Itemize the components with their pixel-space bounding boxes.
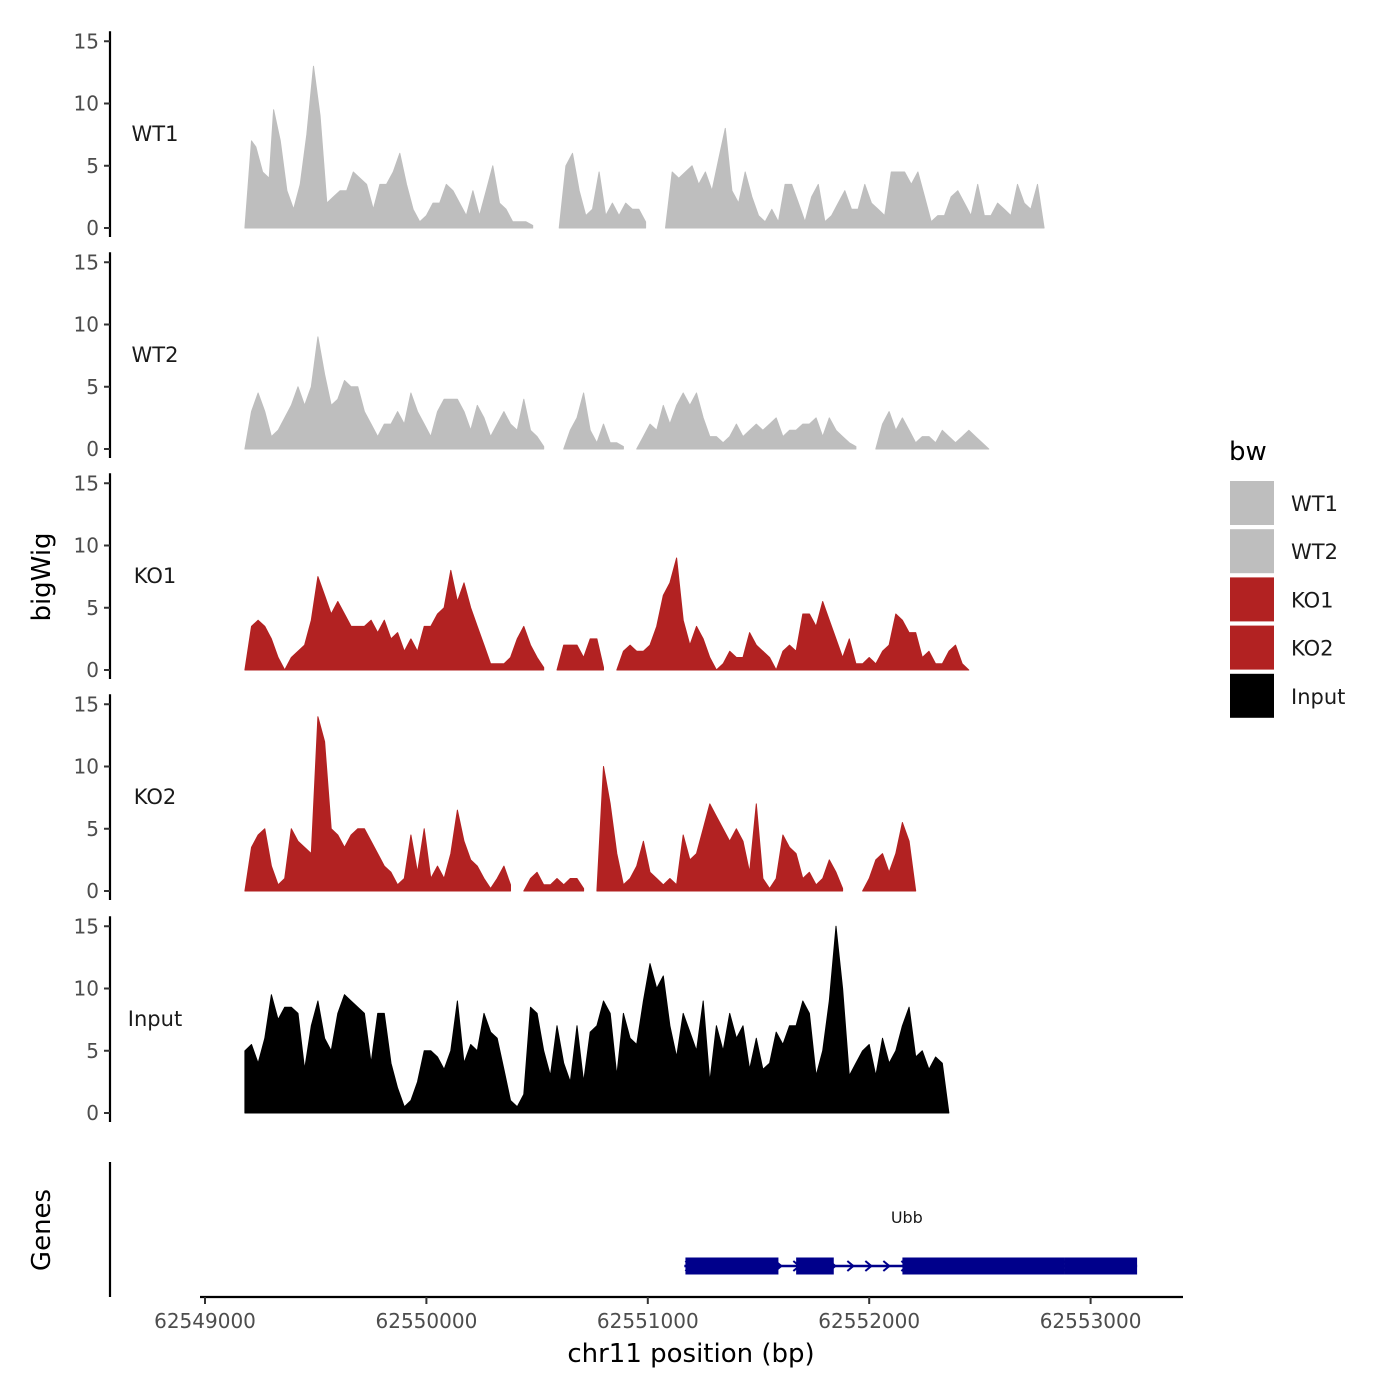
legend-label: KO1 (1291, 588, 1334, 612)
strand-arrow (864, 1260, 873, 1272)
legend-item-ko2: KO2 (1228, 623, 1334, 672)
coverage-area (244, 716, 511, 892)
gene-label: Ubb (891, 1208, 923, 1227)
coverage-area (862, 822, 917, 892)
legend-key (1228, 479, 1276, 527)
x-tick-label: 62553000 (1040, 1309, 1142, 1333)
strand-arrow (882, 1260, 891, 1272)
y-tick-label: 5 (86, 596, 99, 620)
genes-panel: Genes Ubb (27, 1162, 1138, 1297)
coverage-area (244, 336, 545, 450)
legend-title: bw (1229, 437, 1267, 467)
y-tick-label: 0 (86, 216, 99, 240)
track-label: WT1 (132, 122, 179, 146)
gene-exon (1064, 1257, 1138, 1275)
coverage-area (616, 557, 970, 671)
y-tick-label: 0 (86, 879, 99, 903)
coverage-area (665, 127, 1045, 229)
y-tick-label: 15 (74, 250, 99, 274)
x-tick-label: 62552000 (818, 1309, 920, 1333)
legend-key (1228, 623, 1276, 672)
y-tick-label: 10 (74, 313, 99, 337)
genes-axis-title: Genes (27, 1189, 57, 1271)
gene-exon (796, 1257, 834, 1275)
x-tick-label: 62551000 (597, 1309, 699, 1333)
coverage-area (556, 638, 604, 671)
y-tick-label: 5 (86, 375, 99, 399)
track-input: 0 5 10 15 Input (74, 914, 950, 1125)
legend-item-wt2: WT2 (1228, 527, 1338, 576)
y-tick-label: 5 (86, 1039, 99, 1063)
y-tick-label: 0 (86, 658, 99, 682)
coverage-area (244, 569, 545, 671)
track-label: KO1 (134, 564, 177, 588)
gene-ubb: Ubb (684, 1208, 1138, 1275)
y-tick-label: 15 (74, 29, 99, 53)
legend-label: WT1 (1291, 492, 1338, 516)
strand-arrow (846, 1260, 855, 1272)
track-wt1: 0 5 10 15 WT1 (74, 29, 1045, 240)
x-axis: chr11 position (bp) 62549000 62550000 6255… (154, 1295, 1183, 1369)
y-tick-label: 10 (74, 92, 99, 116)
y-tick-label: 10 (74, 534, 99, 558)
legend-key (1228, 575, 1276, 624)
coverage-area (244, 925, 950, 1114)
coverage-area (636, 392, 857, 450)
coverage-area (596, 766, 844, 892)
y-tick-label: 15 (74, 692, 99, 716)
x-axis-title: chr11 position (bp) (567, 1339, 814, 1369)
y-axis-title: bigWig (27, 532, 57, 621)
y-tick-label: 5 (86, 817, 99, 841)
track-ko2: 0 5 10 15 KO2 (74, 692, 917, 903)
legend: bw WT1 WT2 KO1 KO2 Input (1228, 437, 1345, 720)
y-tick-label: 15 (74, 914, 99, 938)
y-tick-label: 15 (74, 471, 99, 495)
coverage-area (523, 871, 585, 892)
y-tick-label: 0 (86, 437, 99, 461)
x-tick-label: 62549000 (154, 1309, 256, 1333)
legend-label: KO2 (1291, 637, 1334, 661)
coverage-area (563, 392, 624, 450)
x-tick-label: 62550000 (376, 1309, 478, 1333)
track-wt2: 0 5 10 15 WT2 (74, 250, 990, 461)
legend-label: Input (1291, 685, 1345, 709)
coverage-area (875, 411, 990, 450)
legend-item-ko1: KO1 (1228, 575, 1334, 624)
legend-item-input: Input (1228, 671, 1345, 720)
y-tick-label: 0 (86, 1101, 99, 1125)
coverage-area (558, 152, 647, 229)
y-tick-label: 5 (86, 154, 99, 178)
legend-key (1228, 527, 1276, 576)
track-ko1: 0 5 10 15 KO1 (74, 471, 970, 682)
gene-exon (685, 1257, 779, 1275)
track-label: WT2 (132, 343, 179, 367)
coverage-area (244, 65, 534, 229)
legend-label: WT2 (1291, 540, 1338, 564)
legend-item-wt1: WT1 (1228, 479, 1338, 527)
track-label: KO2 (134, 785, 177, 809)
legend-key (1228, 671, 1276, 720)
gene-exon (902, 1257, 1065, 1275)
tracks-layer: 0 5 10 15 WT1 0 5 10 15 WT2 0 5 10 15 KO1 0 5 10 15 KO2 0 5 10… (74, 29, 1045, 1125)
y-tick-label: 10 (74, 755, 99, 779)
track-label: Input (128, 1007, 182, 1031)
y-tick-label: 10 (74, 977, 99, 1001)
